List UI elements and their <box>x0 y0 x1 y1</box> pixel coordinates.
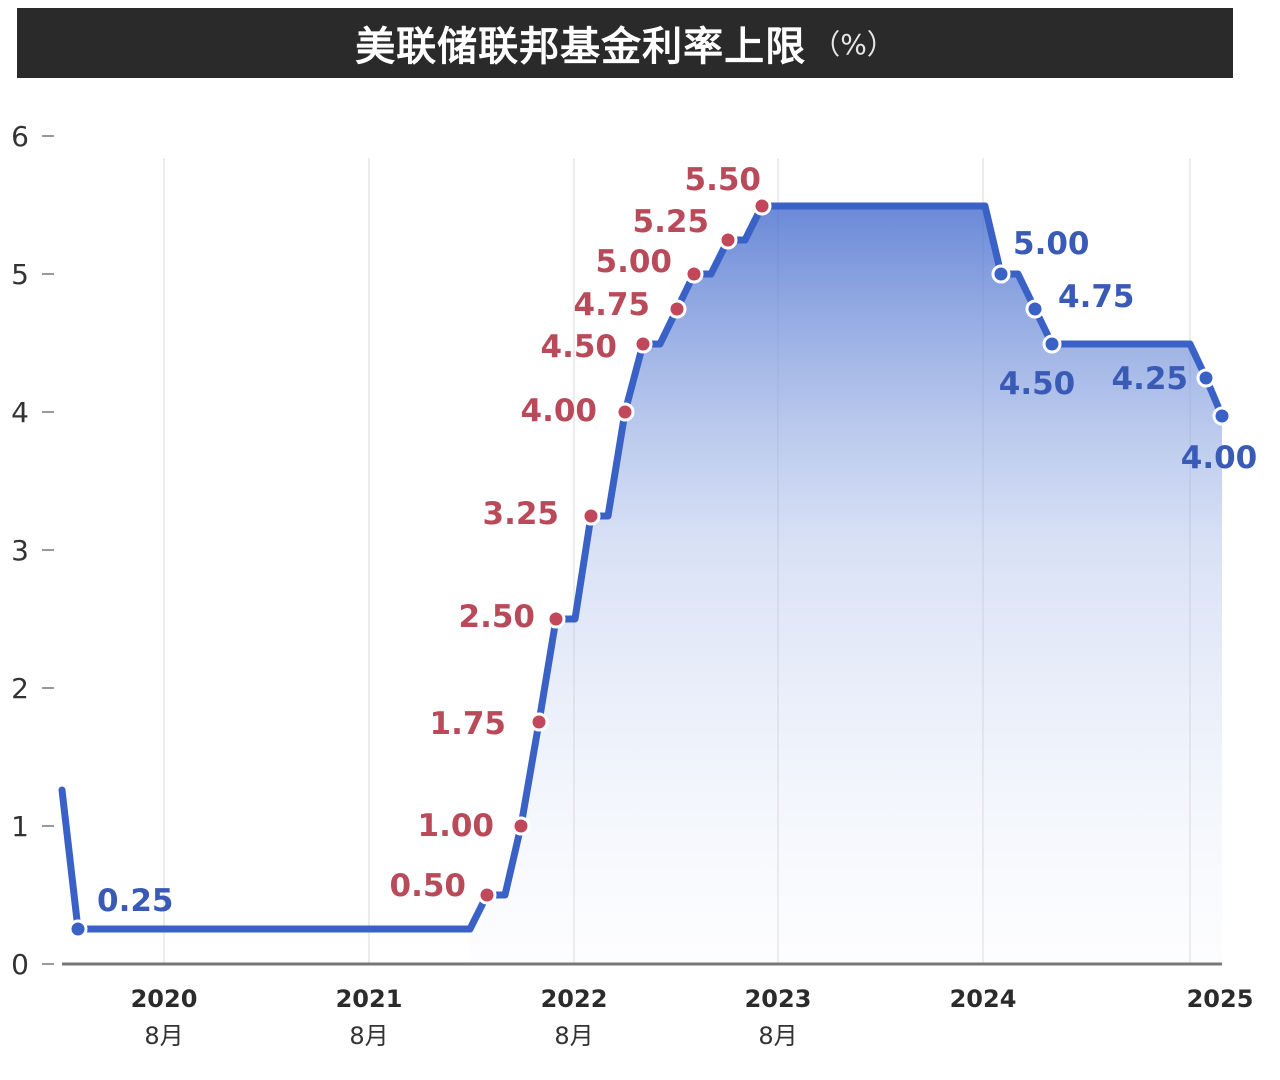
chart-unit: （%） <box>812 28 895 61</box>
cut-marker <box>1042 334 1062 354</box>
rate-value-label: 4.50 <box>999 366 1076 402</box>
x-tick-month: 8月 <box>758 1022 797 1050</box>
chart-title-bar: 美联储联邦基金利率上限 （%） <box>17 8 1233 78</box>
hike-marker <box>529 712 549 732</box>
hike-marker <box>511 816 531 836</box>
rate-value-label: 4.00 <box>1181 440 1258 476</box>
x-tick-month: 8月 <box>554 1022 593 1050</box>
y-tick-label: 3 <box>11 534 29 567</box>
y-tick-label: 0 <box>11 948 29 981</box>
x-tick-year: 2023 <box>745 985 812 1013</box>
rate-value-label: 1.75 <box>430 706 507 742</box>
rate-value-label: 2.50 <box>459 599 536 635</box>
x-tick-year: 2020 <box>131 985 198 1013</box>
x-tick-month: 8月 <box>349 1022 388 1050</box>
x-tick-year: 2021 <box>336 985 403 1013</box>
x-axis: 2020 8月 2021 8月 2022 8月 2023 8月 2024 2025 <box>131 985 1254 1050</box>
hike-marker <box>615 402 635 422</box>
chart-title: 美联储联邦基金利率上限 <box>355 24 807 70</box>
hike-marker <box>633 334 653 354</box>
rate-value-label: 4.00 <box>521 393 598 429</box>
cut-marker <box>1025 299 1045 319</box>
rate-value-label: 4.50 <box>541 329 618 365</box>
rate-change-markers <box>68 196 1232 939</box>
rate-value-label: 0.50 <box>390 868 467 904</box>
rate-line <box>58 202 1226 933</box>
hike-marker <box>546 609 566 629</box>
rate-value-label: 5.50 <box>685 162 762 198</box>
y-tick-label: 4 <box>11 396 29 429</box>
y-tick-label: 5 <box>11 258 29 291</box>
hike-marker <box>667 299 687 319</box>
hike-marker <box>477 885 497 905</box>
rate-value-label: 4.75 <box>574 287 651 323</box>
hike-marker <box>581 506 601 526</box>
x-tick-year: 2024 <box>950 985 1017 1013</box>
hike-marker <box>684 264 704 284</box>
x-tick-year: 2025 <box>1187 985 1254 1013</box>
y-axis: 0 1 2 3 4 5 6 <box>11 120 54 981</box>
rate-value-label: 4.25 <box>1112 361 1189 397</box>
rate-value-label: 4.75 <box>1058 279 1135 315</box>
hike-marker <box>752 196 772 216</box>
rate-value-label: 5.00 <box>596 244 673 280</box>
x-tick-year: 2022 <box>541 985 608 1013</box>
y-tick-label: 2 <box>11 672 29 705</box>
cut-marker <box>1212 406 1232 426</box>
cut-marker <box>1196 368 1216 388</box>
rate-value-label: 1.00 <box>418 808 495 844</box>
hike-marker <box>718 230 738 250</box>
rate-area-fill <box>470 206 1222 964</box>
cut-marker <box>991 264 1011 284</box>
rate-value-label: 3.25 <box>483 496 560 532</box>
cut-marker <box>68 919 88 939</box>
rate-value-label: 5.25 <box>633 204 710 240</box>
rate-value-labels: 0.25 0.50 1.00 1.75 2.50 3.25 4.00 4.50 4.75 5.00… <box>97 162 1257 919</box>
rate-value-label: 5.00 <box>1013 226 1090 262</box>
y-tick-label: 6 <box>11 120 29 153</box>
rate-value-label: 0.25 <box>97 883 174 919</box>
y-tick-label: 1 <box>11 810 29 843</box>
x-tick-month: 8月 <box>144 1022 183 1050</box>
